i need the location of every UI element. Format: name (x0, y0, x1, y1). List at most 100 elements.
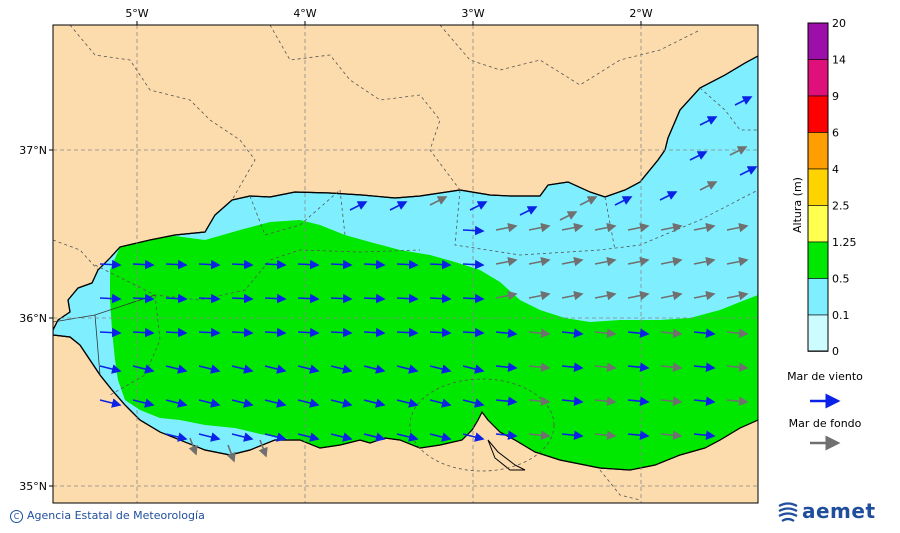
wind-sea-arrow (198, 259, 221, 270)
wind-sea-arrow (264, 259, 287, 270)
wind-sea-arrow (330, 432, 353, 442)
wind-sea-arrow (429, 364, 452, 374)
wind-sea-arrow (734, 96, 753, 106)
swell-arrow (594, 328, 617, 338)
wind-sea-arrow (462, 327, 485, 338)
lat-label: 35°N (19, 480, 47, 493)
swell-arrow (627, 290, 650, 301)
colorbar-level: 0 (832, 345, 839, 358)
wind-sea-arrow (469, 201, 488, 211)
wind-sea-arrow (297, 259, 320, 270)
swell-arrow (258, 439, 268, 458)
lon-label: 2°W (629, 7, 652, 20)
wind-sea-arrow (198, 398, 221, 408)
swell-arrow (627, 256, 650, 267)
wind-sea-arrow (330, 364, 353, 374)
wind-sea-arrow (462, 225, 485, 236)
wind-sea-arrow (165, 259, 188, 270)
swell-arrow (594, 222, 617, 233)
swell-arrow (226, 444, 236, 463)
wind-sea-arrow (231, 293, 254, 304)
wind-sea-arrow (462, 432, 485, 442)
wind-sea-arrow (429, 327, 452, 338)
wind-sea-arrow (689, 151, 708, 161)
colorbar-level: 20 (832, 17, 846, 30)
swell-arrow (726, 396, 749, 406)
wind-sea-arrow (349, 201, 368, 211)
wind-sea-arrow (297, 398, 320, 408)
swell-arrow (561, 290, 584, 301)
swell-arrow (660, 256, 683, 267)
colorbar-level: 0.5 (832, 273, 850, 286)
swell-arrow (561, 256, 584, 267)
ticks (49, 21, 642, 487)
wind-sea-arrow (363, 327, 386, 338)
colorbar-level: 2.5 (832, 200, 850, 213)
wind-sea-arrow (495, 328, 518, 338)
wind-sea-arrow (495, 430, 518, 440)
swell-label: Mar de fondo (789, 417, 862, 430)
swell-arrow (726, 362, 749, 372)
swell-arrow (528, 362, 551, 372)
wind-sea-arrow (198, 364, 221, 374)
swell-arrow (699, 181, 718, 191)
wind-sea-arrow (330, 327, 353, 338)
wind-sea-arrow (396, 432, 419, 442)
swell-arrow (660, 362, 683, 372)
colorbar-level: 0.1 (832, 309, 850, 322)
lon-label: 4°W (293, 7, 316, 20)
wind-sea-arrow (264, 432, 287, 442)
wind-sea-arrow (297, 432, 320, 442)
wind-sea-arrow (429, 398, 452, 408)
swell-arrow (660, 290, 683, 301)
wind-sea-arrow (330, 293, 353, 304)
swell-arrow (561, 222, 584, 233)
wind-sea-arrow (198, 293, 221, 304)
swell-arrow (693, 256, 716, 267)
wind-sea-arrow (429, 432, 452, 442)
lat-label: 36°N (19, 312, 47, 325)
swell-arrow (495, 256, 518, 267)
wind-sea-arrow (462, 259, 485, 270)
wind-sea-arrow (363, 432, 386, 442)
wind-sea-arrow (297, 364, 320, 374)
swell-arrow (726, 222, 749, 233)
wind-sea-arrow (561, 430, 584, 440)
wind-sea-arrow (627, 430, 650, 440)
wind-sea-arrow (165, 327, 188, 338)
swell-arrow (528, 222, 551, 233)
wind-sea-arrow (693, 328, 716, 338)
wind-sea-arrow (462, 293, 485, 304)
wind-sea-arrow (132, 327, 155, 338)
swell-arrow (726, 328, 749, 338)
colorbar-segment (807, 205, 829, 243)
swell-arrow (660, 396, 683, 406)
colorbar-segment (807, 22, 829, 60)
wind-sea-arrow (396, 364, 419, 374)
swell-arrow (528, 430, 551, 440)
colorbar-level: 14 (832, 54, 846, 67)
wind-sea-arrow (739, 166, 758, 176)
swell-arrow (559, 211, 578, 221)
wind-sea-arrow (165, 293, 188, 304)
aemet-logo-text: aemet (802, 499, 876, 523)
swell-arrow (660, 328, 683, 338)
colorbar-segment (807, 132, 829, 170)
swell-arrow (729, 146, 748, 156)
lon-label: 5°W (125, 7, 148, 20)
wind-sea-arrow (264, 364, 287, 374)
wind-sea-arrow (132, 259, 155, 270)
wind-sea-arrow (495, 396, 518, 406)
colorbar-segment (807, 278, 829, 316)
wind-sea-arrow (627, 328, 650, 338)
aemet-logo[interactable]: aemet (776, 499, 876, 526)
wind-sea-arrow (165, 398, 188, 408)
wind-sea-arrow (659, 191, 678, 201)
swell-arrow (594, 256, 617, 267)
wind-sea-arrow (561, 362, 584, 372)
colorbar-level: 6 (832, 127, 839, 140)
lon-label: 3°W (461, 7, 484, 20)
wind-sea-arrow (363, 364, 386, 374)
colorbar-level: 4 (832, 163, 839, 176)
